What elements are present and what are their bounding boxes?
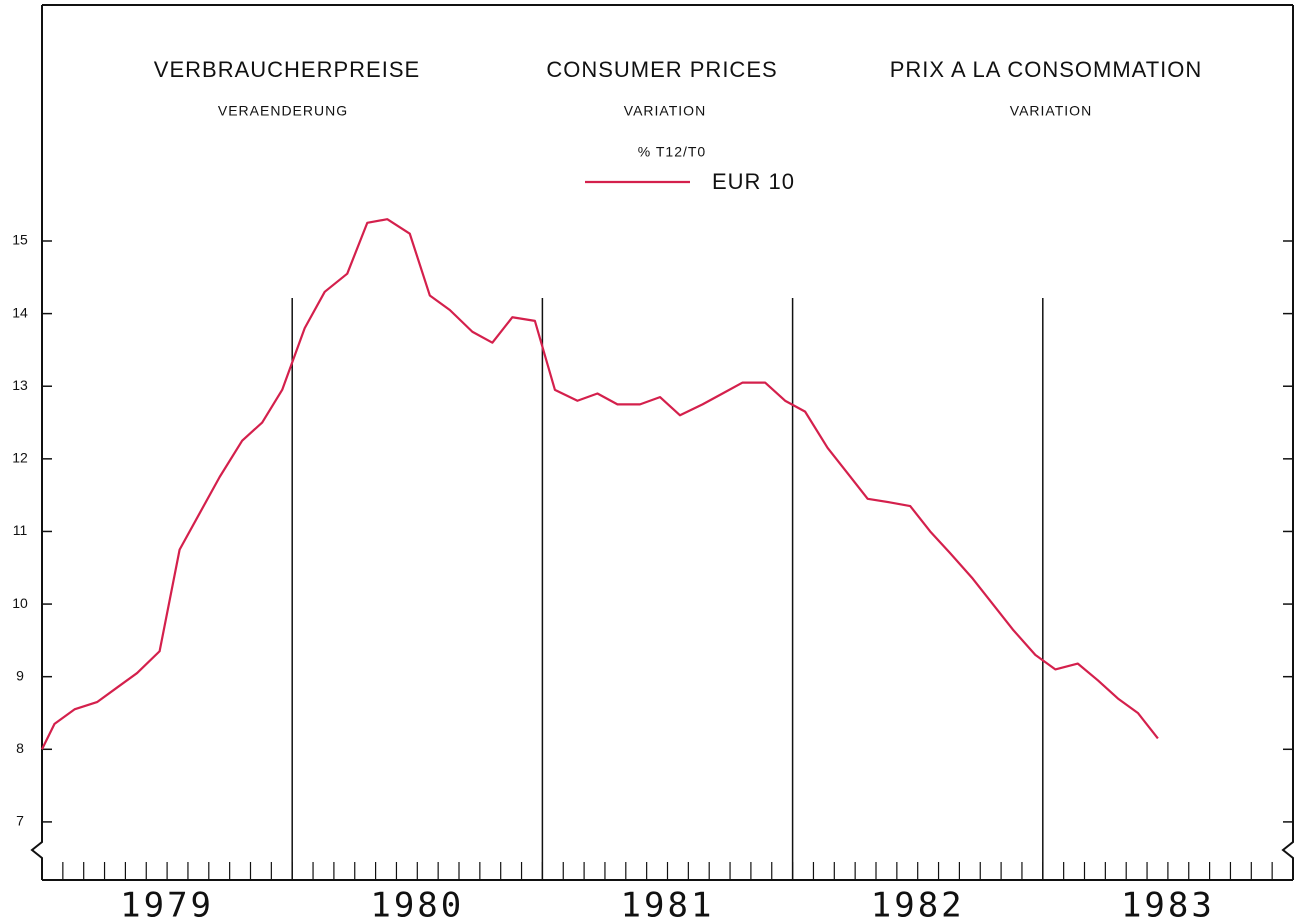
title-fr: PRIX A LA CONSOMMATION bbox=[890, 57, 1203, 82]
y-tick-label: 11 bbox=[13, 522, 28, 538]
y-tick-label: 10 bbox=[12, 595, 28, 611]
y-tick-label: 15 bbox=[12, 232, 28, 248]
x-tick-label: 1982 bbox=[871, 886, 965, 924]
y-tick-label: 9 bbox=[16, 667, 24, 683]
y-tick-label: 14 bbox=[12, 304, 28, 320]
title-en: CONSUMER PRICES bbox=[546, 57, 777, 82]
unit-label: % T12/T0 bbox=[638, 144, 706, 160]
y-tick-label: 7 bbox=[16, 813, 24, 829]
frame bbox=[30, 4, 1294, 881]
y-tick-label: 13 bbox=[12, 377, 28, 393]
title-de: VERBRAUCHERPREISE bbox=[154, 57, 420, 82]
x-tick-label: 1983 bbox=[1121, 886, 1215, 924]
titles: VERBRAUCHERPREISE CONSUMER PRICES PRIX A… bbox=[154, 57, 1203, 160]
subtitle-de: VERAENDERUNG bbox=[218, 103, 348, 119]
x-tick-label: 1980 bbox=[370, 886, 464, 924]
right-axis bbox=[1281, 5, 1294, 880]
subtitle-en: VARIATION bbox=[624, 103, 706, 119]
left-axis bbox=[30, 5, 43, 880]
subtitle-fr: VARIATION bbox=[1010, 103, 1092, 119]
y-tick-label: 12 bbox=[12, 450, 28, 466]
x-tick-label: 1979 bbox=[120, 886, 214, 924]
data-line bbox=[41, 218, 1159, 750]
y-tick-label: 8 bbox=[16, 740, 24, 756]
x-tick-label: 1981 bbox=[621, 886, 715, 924]
legend-label: EUR 10 bbox=[712, 169, 795, 194]
